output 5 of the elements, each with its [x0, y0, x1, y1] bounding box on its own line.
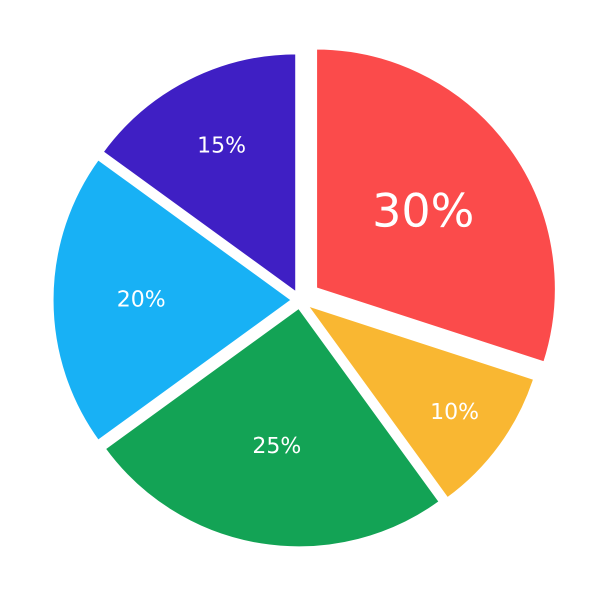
data-label: 30% [372, 183, 474, 238]
data-label: 15% [197, 134, 246, 159]
data-label: 25% [252, 434, 302, 459]
data-label: 20% [116, 288, 166, 312]
data-label: 10% [430, 400, 480, 425]
